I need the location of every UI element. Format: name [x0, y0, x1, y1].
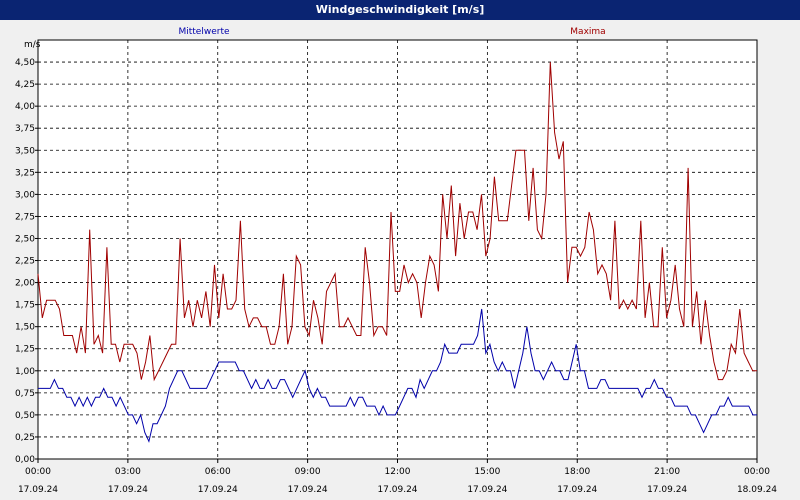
- series-lines: [37, 62, 757, 443]
- y-tick-label: 0,25: [15, 433, 35, 443]
- y-tick-label: 4,50: [15, 58, 35, 68]
- y-tick-label: 0,00: [15, 455, 35, 465]
- y-tick-label: 2,75: [15, 212, 35, 222]
- y-tick-label: 2,00: [15, 279, 35, 289]
- x-tick-date: 17.09.24: [557, 485, 597, 495]
- y-tick-label: 1,25: [15, 345, 35, 355]
- y-tick-label: 1,50: [15, 323, 35, 333]
- wind-speed-chart: 0,00 0,25 0,50 0,75 1,00 1,25 1,50 1,75 2,00 2,25…: [15, 27, 777, 495]
- y-tick-label: 1,00: [15, 367, 35, 377]
- y-tick-label: 3,50: [15, 146, 35, 156]
- y-tick-label: 4,00: [15, 102, 35, 112]
- x-tick-labels: 00:00 17.09.24 03:00 17.09.24 06:00 17.09.24 0…: [18, 467, 777, 495]
- x-tick-date: 17.09.24: [198, 485, 238, 495]
- y-tick-label: 4,25: [15, 80, 35, 90]
- x-tick-date: 17.09.24: [647, 485, 687, 495]
- x-tick-date: 17.09.24: [467, 485, 507, 495]
- y-tick-label: 0,50: [15, 411, 35, 421]
- x-tick-date: 17.09.24: [18, 485, 58, 495]
- x-tick-time: 09:00: [295, 467, 321, 477]
- y-tick-label: 3,75: [15, 124, 35, 134]
- x-tick-date: 17.09.24: [108, 485, 148, 495]
- x-tick-time: 21:00: [654, 467, 680, 477]
- series-line-maxima: [37, 62, 757, 382]
- legend-maxima: Maxima: [570, 27, 605, 37]
- x-tick-time: 00:00: [744, 467, 770, 477]
- x-tick-date: 17.09.24: [288, 485, 328, 495]
- y-tick-label: 1,75: [15, 301, 35, 311]
- x-tick-date: 18.09.24: [737, 485, 777, 495]
- x-tick-time: 15:00: [474, 467, 500, 477]
- x-tick-date: 17.09.24: [377, 485, 417, 495]
- y-tick-label: 2,50: [15, 234, 35, 244]
- y-tick-labels: 0,00 0,25 0,50 0,75 1,00 1,25 1,50 1,75 2,00 2,25…: [15, 58, 35, 465]
- x-tick-time: 06:00: [205, 467, 231, 477]
- x-gridlines: [37, 40, 758, 463]
- x-tick-time: 00:00: [25, 467, 51, 477]
- series-line-mittelwerte: [38, 308, 757, 443]
- x-tick-time: 03:00: [115, 467, 141, 477]
- y-tick-label: 0,75: [15, 389, 35, 399]
- x-tick-time: 18:00: [564, 467, 590, 477]
- window-title: Windgeschwindigkeit [m/s]: [0, 0, 800, 20]
- y-tick-label: 2,25: [15, 257, 35, 267]
- y-axis-unit: m/s: [24, 40, 41, 50]
- x-tick-time: 12:00: [385, 467, 411, 477]
- legend-mittelwerte: Mittelwerte: [178, 27, 229, 37]
- y-tick-label: 3,00: [15, 190, 35, 200]
- y-tick-label: 3,25: [15, 168, 35, 178]
